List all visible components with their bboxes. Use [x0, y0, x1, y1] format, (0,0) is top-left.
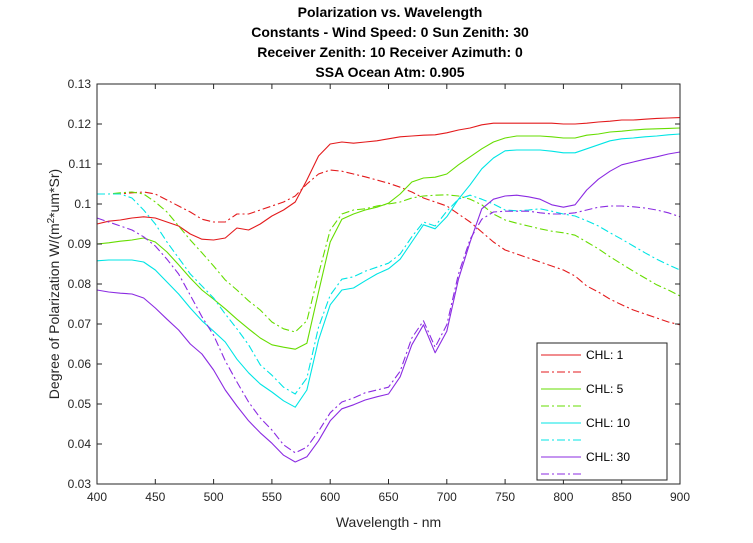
y-tick-label-3: 0.06 — [68, 357, 92, 371]
y-tick-label-6: 0.09 — [68, 237, 92, 251]
y-tick-label-4: 0.07 — [68, 317, 92, 331]
x-tick-label-8: 800 — [553, 490, 573, 504]
legend-label-3: CHL: 5 — [586, 382, 624, 396]
series-line-1 — [96, 117, 681, 241]
series-line-2 — [97, 169, 681, 326]
legend-label-1: CHL: 1 — [586, 348, 624, 362]
x-tick-label-0: 400 — [87, 490, 107, 504]
y-tick-label-2: 0.05 — [68, 397, 92, 411]
y-axis-ticks: 0.03 0.04 0.05 0.06 0.07 0.08 0.09 0.1 0.11 0.12 0… — [68, 77, 680, 491]
legend-entries: CHL: 1 CHL: 5 CHL: 10 CHL: 30 — [541, 348, 630, 475]
series-layer — [96, 117, 681, 463]
x-axis-ticks: 400 450 500 550 600 650 700 750 800 850 900 — [87, 84, 690, 504]
x-tick-label-3: 550 — [262, 490, 282, 504]
series-line-6 — [97, 193, 681, 395]
x-tick-label-1: 450 — [145, 490, 165, 504]
x-tick-label-10: 900 — [670, 490, 690, 504]
title-line-4: SSA Ocean Atm: 0.905 — [315, 64, 464, 80]
x-tick-label-4: 600 — [320, 490, 340, 504]
x-axis-label: Wavelength - nm — [336, 514, 441, 530]
y-tick-label-7: 0.1 — [74, 197, 91, 211]
title-line-1: Polarization vs. Wavelength — [298, 4, 483, 20]
series-line-3 — [96, 127, 681, 350]
legend: CHL: 1 CHL: 5 CHL: 10 CHL: 30 — [536, 342, 668, 481]
x-tick-label-9: 850 — [612, 490, 632, 504]
y-tick-label-5: 0.08 — [68, 277, 92, 291]
chart-title: Polarization vs. Wavelength Constants - … — [251, 4, 529, 80]
series-line-4 — [97, 191, 681, 333]
y-tick-label-0: 0.03 — [68, 477, 92, 491]
x-tick-label-5: 650 — [378, 490, 398, 504]
y-axis-label: Degree of Polarization W/(m2*um*Sr) — [46, 169, 63, 399]
x-tick-label-7: 750 — [495, 490, 515, 504]
x-tick-label-2: 500 — [204, 490, 224, 504]
series-line-8 — [96, 205, 681, 454]
legend-box — [536, 342, 668, 481]
legend-label-5: CHL: 10 — [586, 416, 630, 430]
series-line-7 — [96, 151, 681, 463]
y-tick-label-9: 0.12 — [68, 117, 92, 131]
title-line-2: Constants - Wind Speed: 0 Sun Zenith: 30 — [251, 24, 529, 40]
title-line-3: Receiver Zenith: 10 Receiver Azimuth: 0 — [257, 44, 523, 60]
x-tick-label-6: 700 — [437, 490, 457, 504]
y-tick-label-1: 0.04 — [68, 437, 92, 451]
y-tick-label-10: 0.13 — [68, 77, 92, 91]
series-line-5 — [96, 133, 681, 408]
y-tick-label-8: 0.11 — [69, 157, 92, 171]
legend-label-7: CHL: 30 — [586, 450, 630, 464]
